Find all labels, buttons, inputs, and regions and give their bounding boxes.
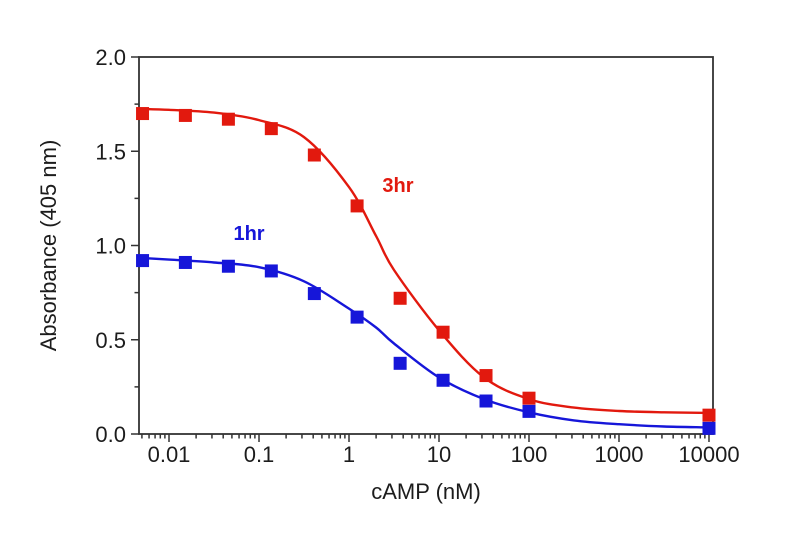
x-tick-label: 1000 (595, 442, 644, 467)
data-point-3hr (522, 391, 536, 405)
data-point-3hr (479, 369, 493, 383)
x-tick-label: 100 (511, 442, 548, 467)
y-tick-label: 1.0 (95, 234, 126, 259)
x-tick-label: 0.1 (244, 442, 275, 467)
data-point-1hr (479, 394, 493, 408)
y-axis-title: Absorbance (405 nm) (36, 140, 61, 352)
data-point-3hr (136, 107, 150, 121)
data-point-1hr (136, 254, 150, 268)
y-tick-label: 0.0 (95, 422, 126, 447)
data-point-1hr (350, 310, 364, 324)
data-point-1hr (264, 264, 278, 278)
data-point-1hr (393, 356, 407, 370)
x-tick-label: 10 (427, 442, 451, 467)
data-point-3hr (178, 108, 192, 122)
data-point-3hr (436, 325, 450, 339)
data-point-1hr (436, 373, 450, 387)
x-tick-label: 0.01 (148, 442, 191, 467)
x-tick-label: 1 (343, 442, 355, 467)
x-tick-label: 10000 (678, 442, 739, 467)
data-point-3hr (350, 199, 364, 213)
data-point-3hr (307, 148, 321, 162)
data-point-3hr (702, 408, 716, 422)
data-point-3hr (221, 112, 235, 126)
series-label-3hr: 3hr (382, 175, 413, 197)
data-point-1hr (702, 421, 716, 435)
data-point-3hr (264, 122, 278, 136)
y-tick-label: 1.5 (95, 139, 126, 164)
data-point-1hr (522, 404, 536, 418)
y-tick-label: 0.5 (95, 328, 126, 353)
data-point-1hr (221, 259, 235, 273)
x-axis-title: cAMP (nM) (371, 479, 481, 504)
series-label-1hr: 1hr (233, 223, 264, 245)
data-point-3hr (393, 291, 407, 305)
data-point-1hr (307, 287, 321, 301)
data-point-1hr (178, 255, 192, 269)
y-tick-label: 2.0 (95, 45, 126, 70)
